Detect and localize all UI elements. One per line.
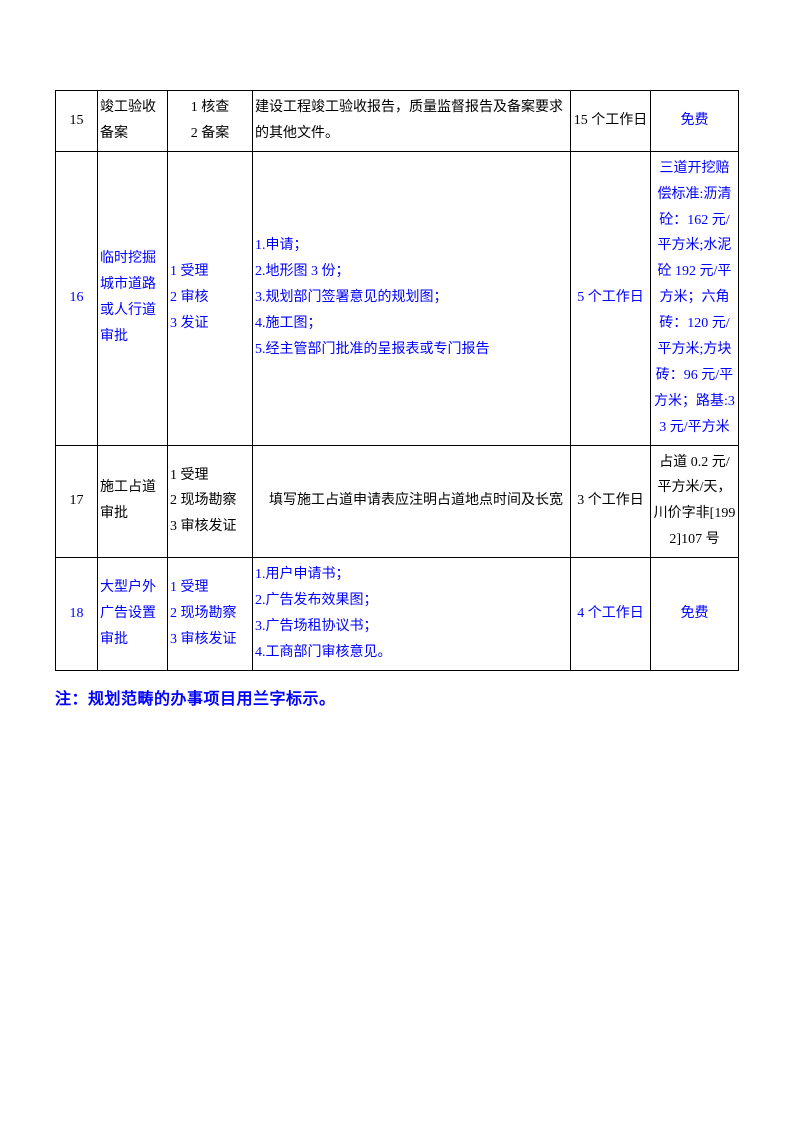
col-name-cell: 施工占道审批 — [98, 445, 168, 558]
col-docs-cell: 填写施工占道申请表应注明占道地点时间及长宽 — [253, 445, 571, 558]
table-row: 16临时挖掘城市道路或人行道审批1 受理2 审核3 发证1.申请；2.地形图 3… — [56, 151, 739, 445]
col-fee-cell: 三道开挖赔偿标准:沥清砼：162 元/平方米;水泥砼 192 元/平方米；六角砖… — [651, 151, 739, 445]
table-row: 17施工占道审批1 受理2 现场勘察3 审核发证 填写施工占道申请表应注明占道地… — [56, 445, 739, 558]
col-docs-cell: 1.用户申请书；2.广告发布效果图；3.广告场租协议书；4.工商部门审核意见。 — [253, 558, 571, 671]
col-time-cell: 15 个工作日 — [571, 91, 651, 152]
col-time-cell: 3 个工作日 — [571, 445, 651, 558]
col-idx-cell: 15 — [56, 91, 98, 152]
col-time-cell: 4 个工作日 — [571, 558, 651, 671]
col-fee-cell: 免费 — [651, 558, 739, 671]
col-docs-cell: 1.申请；2.地形图 3 份；3.规划部门签署意见的规划图；4.施工图；5.经主… — [253, 151, 571, 445]
col-idx-cell: 17 — [56, 445, 98, 558]
col-fee-cell: 占道 0.2 元/平方米/天，川价字非[1992]107 号 — [651, 445, 739, 558]
col-name-cell: 大型户外广告设置审批 — [98, 558, 168, 671]
footnote: 注：规划范畴的办事项目用兰字标示。 — [55, 685, 739, 709]
col-proc-cell: 1 受理2 现场勘察3 审核发证 — [168, 445, 253, 558]
procedures-table: 15竣工验收备案1 核查2 备案建设工程竣工验收报告，质量监督报告及备案要求的其… — [55, 90, 739, 671]
col-docs-cell: 建设工程竣工验收报告，质量监督报告及备案要求的其他文件。 — [253, 91, 571, 152]
table-row: 15竣工验收备案1 核查2 备案建设工程竣工验收报告，质量监督报告及备案要求的其… — [56, 91, 739, 152]
col-idx-cell: 18 — [56, 558, 98, 671]
col-fee-cell: 免费 — [651, 91, 739, 152]
table-row: 18大型户外广告设置审批1 受理2 现场勘察3 审核发证1.用户申请书；2.广告… — [56, 558, 739, 671]
col-name-cell: 竣工验收备案 — [98, 91, 168, 152]
col-proc-cell: 1 受理2 现场勘察3 审核发证 — [168, 558, 253, 671]
col-proc-cell: 1 核查2 备案 — [168, 91, 253, 152]
col-name-cell: 临时挖掘城市道路或人行道审批 — [98, 151, 168, 445]
col-time-cell: 5 个工作日 — [571, 151, 651, 445]
col-idx-cell: 16 — [56, 151, 98, 445]
col-proc-cell: 1 受理2 审核3 发证 — [168, 151, 253, 445]
